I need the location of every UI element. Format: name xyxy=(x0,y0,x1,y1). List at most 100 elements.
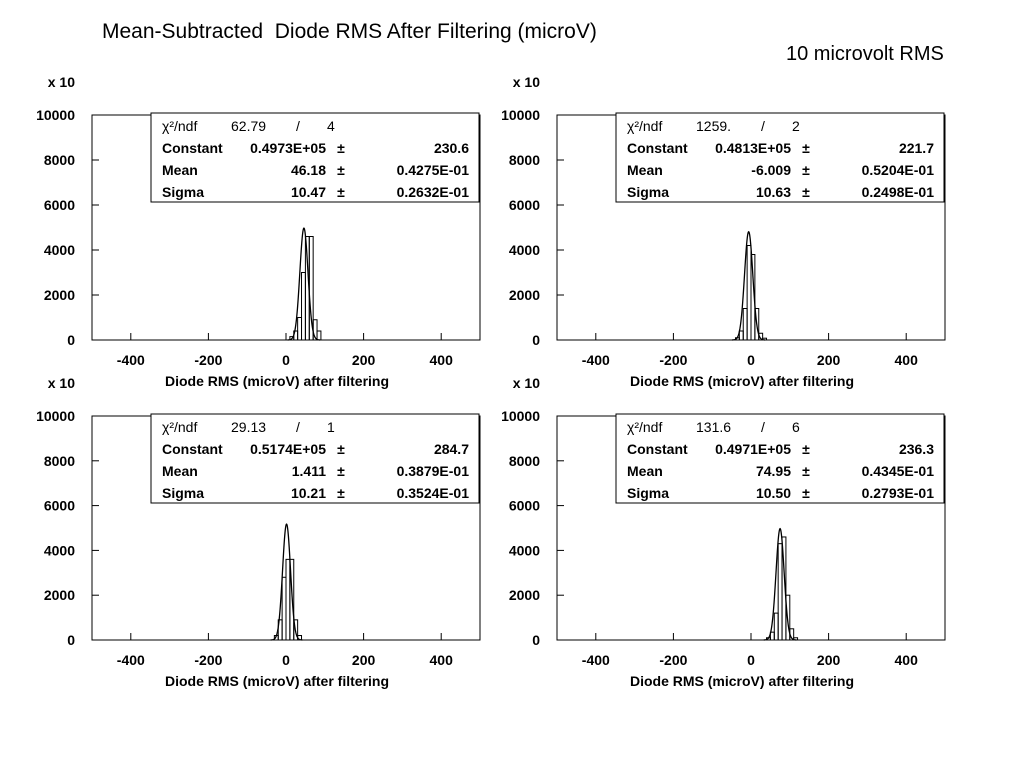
y-tick-label: 8000 xyxy=(44,453,75,469)
y-tick-label: 6000 xyxy=(509,498,540,514)
stats-constant-value: 0.4971E+05 xyxy=(715,441,791,457)
y-tick-label: 0 xyxy=(67,332,75,348)
stats-plus-minus: ± xyxy=(337,485,345,501)
stats-sigma-error: 0.2632E-01 xyxy=(397,184,470,200)
stats-plus-minus: ± xyxy=(802,441,810,457)
stats-chi2-value: 1259. xyxy=(696,118,731,134)
x-tick-label: -400 xyxy=(582,352,610,368)
stats-chi2-label: χ²/ndf xyxy=(627,118,662,134)
stats-mean-label: Mean xyxy=(162,463,198,479)
histogram-bar xyxy=(773,612,779,641)
stats-mean-label: Mean xyxy=(627,463,663,479)
stats-plus-minus: ± xyxy=(802,463,810,479)
stats-box xyxy=(150,413,480,504)
y-multiplier-label: x 10 xyxy=(513,74,540,90)
stats-mean-label: Mean xyxy=(162,162,198,178)
stats-sigma-value: 10.63 xyxy=(756,184,791,200)
stats-plus-minus: ± xyxy=(802,184,810,200)
stats-sigma-error: 0.2793E-01 xyxy=(862,485,935,501)
x-axis-label: Diode RMS (microV) after filtering xyxy=(630,373,854,389)
stats-constant-label: Constant xyxy=(627,441,688,457)
x-axis-label: Diode RMS (microV) after filtering xyxy=(165,673,389,689)
y-tick-label: 0 xyxy=(67,632,75,648)
x-tick-label: 0 xyxy=(747,652,755,668)
stats-constant-label: Constant xyxy=(162,441,223,457)
x-tick-label: 400 xyxy=(430,652,454,668)
y-tick-label: 4000 xyxy=(44,242,75,258)
histogram-bar xyxy=(289,558,295,641)
stats-ndf-value: 4 xyxy=(327,118,335,134)
stats-sigma-label: Sigma xyxy=(162,184,204,200)
stats-box xyxy=(615,413,945,504)
stats-ndf-value: 6 xyxy=(792,419,800,435)
stats-chi2-label: χ²/ndf xyxy=(627,419,662,435)
stats-plus-minus: ± xyxy=(802,162,810,178)
x-tick-label: 0 xyxy=(282,352,290,368)
y-tick-label: 8000 xyxy=(509,152,540,168)
y-tick-label: 2000 xyxy=(509,587,540,603)
y-tick-label: 2000 xyxy=(509,287,540,303)
stats-sigma-value: 10.21 xyxy=(291,485,326,501)
stats-ndf-separator: / xyxy=(296,419,300,435)
x-tick-label: -200 xyxy=(194,352,222,368)
x-tick-label: 400 xyxy=(895,352,919,368)
histogram-bar xyxy=(754,308,760,341)
y-tick-label: 0 xyxy=(532,332,540,348)
y-tick-label: 8000 xyxy=(509,453,540,469)
stats-constant-error: 236.3 xyxy=(899,441,934,457)
stats-constant-value: 0.5174E+05 xyxy=(250,441,326,457)
x-tick-label: 200 xyxy=(817,352,841,368)
histogram-bar xyxy=(785,594,791,641)
histogram-bar xyxy=(293,619,299,641)
x-tick-label: -200 xyxy=(659,352,687,368)
stats-constant-value: 0.4973E+05 xyxy=(250,140,326,156)
stats-mean-value: 46.18 xyxy=(291,162,326,178)
histogram-bar xyxy=(758,332,764,341)
y-tick-label: 6000 xyxy=(509,197,540,213)
stats-mean-value: 74.95 xyxy=(756,463,791,479)
y-tick-label: 4000 xyxy=(44,542,75,558)
stats-constant-error: 221.7 xyxy=(899,140,934,156)
stats-mean-error: 0.4345E-01 xyxy=(862,463,935,479)
y-tick-label: 4000 xyxy=(509,242,540,258)
stats-plus-minus: ± xyxy=(337,140,345,156)
stats-plus-minus: ± xyxy=(337,463,345,479)
y-tick-label: 8000 xyxy=(44,152,75,168)
stats-constant-label: Constant xyxy=(627,140,688,156)
stats-plus-minus: ± xyxy=(337,162,345,178)
x-tick-label: 200 xyxy=(817,652,841,668)
slide-title: Mean-Subtracted Diode RMS After Filterin… xyxy=(102,20,597,43)
stats-sigma-label: Sigma xyxy=(162,485,204,501)
x-tick-label: 400 xyxy=(895,652,919,668)
x-tick-label: -200 xyxy=(194,652,222,668)
stats-sigma-value: 10.47 xyxy=(291,184,326,200)
histogram-bar xyxy=(777,543,783,641)
stats-sigma-error: 0.3524E-01 xyxy=(397,485,470,501)
x-tick-label: -400 xyxy=(117,352,145,368)
stats-chi2-value: 29.13 xyxy=(231,419,266,435)
stats-ndf-separator: / xyxy=(761,419,765,435)
y-tick-label: 10000 xyxy=(36,408,75,424)
y-tick-label: 6000 xyxy=(44,498,75,514)
x-axis-label: Diode RMS (microV) after filtering xyxy=(165,373,389,389)
stats-mean-value: 1.411 xyxy=(292,463,326,479)
stats-plus-minus: ± xyxy=(802,485,810,501)
x-tick-label: 0 xyxy=(747,352,755,368)
stats-sigma-value: 10.50 xyxy=(756,485,791,501)
stats-plus-minus: ± xyxy=(337,184,345,200)
stats-mean-label: Mean xyxy=(627,162,663,178)
stats-constant-value: 0.4813E+05 xyxy=(715,140,791,156)
y-tick-label: 0 xyxy=(532,632,540,648)
y-tick-label: 2000 xyxy=(44,287,75,303)
y-tick-label: 10000 xyxy=(501,107,540,123)
stats-mean-value: -6.009 xyxy=(751,162,791,178)
y-tick-label: 10000 xyxy=(501,408,540,424)
slide-subtitle: 10 microvolt RMS xyxy=(786,43,944,65)
stats-box xyxy=(615,112,945,203)
stats-plus-minus: ± xyxy=(802,140,810,156)
stats-chi2-label: χ²/ndf xyxy=(162,118,197,134)
y-tick-label: 4000 xyxy=(509,542,540,558)
